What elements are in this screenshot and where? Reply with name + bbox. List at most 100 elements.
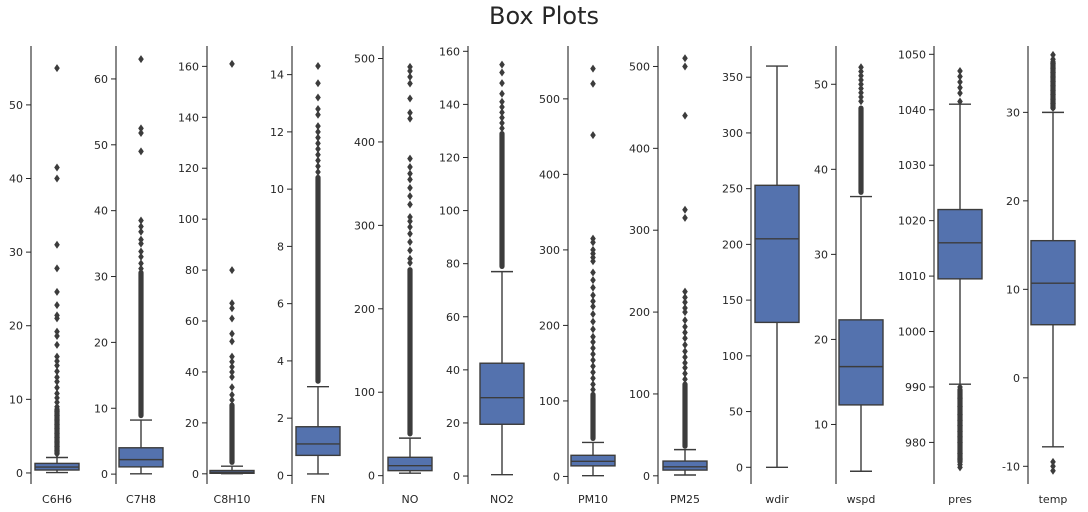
outlier-point [682, 293, 688, 302]
outlier-point [407, 94, 413, 103]
outlier-point [54, 357, 60, 366]
outlier-point [54, 411, 60, 420]
iqr-box [387, 456, 433, 472]
outlier-point [54, 327, 60, 336]
outlier-point [682, 303, 688, 312]
outlier-point [682, 369, 688, 378]
outlier-point [54, 415, 60, 424]
y-tick-label: 400 [539, 168, 560, 181]
y-tick-label: 50 [9, 99, 23, 112]
outlier-point [54, 301, 60, 310]
y-tick-label: 60 [185, 315, 199, 328]
outlier-cluster [858, 105, 864, 195]
outlier-point [54, 373, 60, 382]
outlier-point [499, 118, 505, 127]
category-label: NO [402, 493, 419, 506]
y-tick-label: 40 [94, 205, 108, 218]
y-tick-label: 990 [905, 381, 926, 394]
panel-wspd: 10 20 30 40 50 wspd [814, 46, 884, 506]
outlier-point [407, 175, 413, 184]
category-label: wspd [847, 493, 876, 506]
outlier-point [229, 337, 235, 346]
outlier-point [957, 72, 963, 81]
outlier-point [1050, 77, 1056, 86]
y-tick-label: 20 [814, 333, 828, 346]
y-tick-label: 20 [94, 336, 108, 349]
outlier-point [138, 216, 144, 225]
outlier-point [315, 127, 321, 136]
outlier-point [54, 402, 60, 411]
outlier-point [682, 316, 688, 325]
outlier-cluster [229, 402, 235, 465]
outlier-point [957, 402, 963, 411]
outlier-point [54, 442, 60, 451]
outlier-point [957, 382, 963, 391]
outlier-point [407, 183, 413, 192]
y-tick-label: 1030 [898, 159, 926, 172]
outlier-point [858, 97, 864, 106]
outlier-point [682, 213, 688, 222]
y-tick-label: 1000 [898, 326, 926, 339]
y-tick-label: 50 [94, 139, 108, 152]
category-label: C8H10 [214, 493, 251, 506]
outlier-point [590, 238, 596, 247]
outlier-point [590, 338, 596, 347]
outlier-point [590, 283, 596, 292]
outlier-point [407, 72, 413, 81]
outlier-point [590, 356, 596, 365]
y-tick-label: 250 [722, 183, 743, 196]
category-label: wdir [765, 493, 789, 506]
outlier-point [957, 78, 963, 87]
outlier-point [957, 432, 963, 441]
outlier-point [499, 79, 505, 88]
outlier-point [54, 389, 60, 398]
outlier-point [407, 67, 413, 76]
y-tick-label: 100 [539, 395, 560, 408]
outlier-point [499, 124, 505, 133]
outlier-point [54, 287, 60, 296]
outlier-point [957, 427, 963, 436]
outlier-point [590, 385, 596, 394]
y-tick-label: 300 [539, 244, 560, 257]
outlier-point [54, 352, 60, 361]
y-tick-label: 500 [629, 60, 650, 73]
outlier-point [54, 174, 60, 183]
iqr-box [838, 319, 884, 406]
category-label: NO2 [490, 493, 514, 506]
y-tick-label: 20 [446, 417, 460, 430]
y-tick-label: 500 [354, 53, 375, 66]
outlier-point [229, 362, 235, 371]
outlier-point [138, 259, 144, 268]
outlier-point [315, 62, 321, 71]
iqr-box [570, 454, 616, 467]
outlier-point [499, 89, 505, 98]
outlier-point [858, 84, 864, 93]
y-tick-label: 0 [192, 468, 199, 481]
outlier-point [407, 108, 413, 117]
outlier-point [590, 362, 596, 371]
iqr-box [937, 208, 983, 280]
outlier-point [138, 222, 144, 231]
outlier-point [315, 156, 321, 165]
outlier-point [407, 246, 413, 255]
category-label: temp [1039, 493, 1068, 506]
outlier-point [138, 147, 144, 156]
category-label: PM10 [578, 493, 608, 506]
outlier-point [54, 240, 60, 249]
panel-c7h8: 0 10 20 30 40 50 60 C7H8 [94, 46, 164, 506]
y-tick-label: 50 [814, 78, 828, 91]
outlier-point [590, 291, 596, 300]
y-tick-label: 100 [629, 388, 650, 401]
outlier-cluster [682, 381, 688, 449]
outlier-point [590, 380, 596, 389]
outlier-point [407, 192, 413, 201]
outlier-point [407, 154, 413, 163]
category-label: C7H8 [126, 493, 156, 506]
y-tick-label: 200 [539, 319, 560, 332]
outlier-point [407, 169, 413, 178]
y-tick-label: 0 [643, 470, 650, 483]
outlier-point [315, 139, 321, 148]
outlier-point [590, 310, 596, 319]
outlier-point [229, 395, 235, 404]
